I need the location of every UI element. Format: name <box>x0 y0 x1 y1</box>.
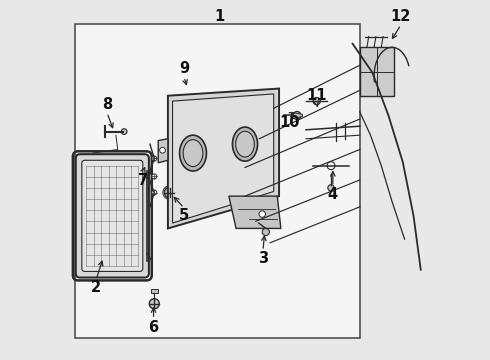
Ellipse shape <box>313 98 320 105</box>
Text: 11: 11 <box>306 88 327 103</box>
Ellipse shape <box>236 131 254 157</box>
Text: 1: 1 <box>215 9 225 24</box>
Text: 5: 5 <box>179 208 189 223</box>
Polygon shape <box>158 139 168 163</box>
Text: 3: 3 <box>258 251 268 266</box>
Ellipse shape <box>152 174 157 179</box>
Text: 8: 8 <box>102 97 112 112</box>
Ellipse shape <box>122 129 127 134</box>
Ellipse shape <box>149 299 159 309</box>
Ellipse shape <box>164 187 175 198</box>
Ellipse shape <box>179 135 206 171</box>
Ellipse shape <box>293 112 301 120</box>
Ellipse shape <box>152 190 157 195</box>
Text: 4: 4 <box>328 187 338 202</box>
Text: 7: 7 <box>138 172 148 188</box>
Text: 12: 12 <box>391 9 411 24</box>
Polygon shape <box>292 112 302 119</box>
Polygon shape <box>168 89 279 228</box>
Text: 10: 10 <box>280 115 300 130</box>
Ellipse shape <box>262 228 270 235</box>
Text: 9: 9 <box>179 61 189 76</box>
Ellipse shape <box>232 127 258 161</box>
Text: 6: 6 <box>148 320 159 334</box>
Bar <box>74 24 360 338</box>
FancyBboxPatch shape <box>82 160 143 271</box>
Bar <box>151 289 158 293</box>
Ellipse shape <box>152 156 157 161</box>
Text: 2: 2 <box>91 280 101 295</box>
Polygon shape <box>172 94 274 223</box>
Ellipse shape <box>259 211 266 217</box>
Ellipse shape <box>327 162 335 170</box>
Bar <box>360 47 394 96</box>
Polygon shape <box>229 196 281 228</box>
FancyBboxPatch shape <box>76 154 149 278</box>
Ellipse shape <box>160 147 166 153</box>
Ellipse shape <box>183 140 203 167</box>
Ellipse shape <box>328 185 334 191</box>
